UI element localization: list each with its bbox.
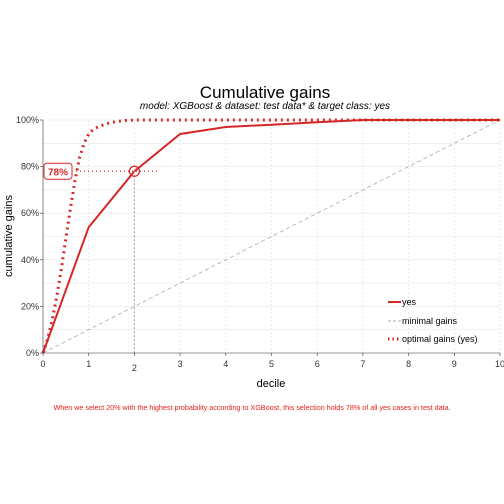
- x-tick-label: 8: [406, 359, 411, 369]
- x-tick-label: 1: [86, 359, 91, 369]
- x-tick-label: 3: [178, 359, 183, 369]
- legend: yes minimal gains optimal gains (yes): [388, 297, 478, 344]
- chart-caption: When we select 20% with the highest prob…: [53, 403, 450, 412]
- x-tick-label: 4: [223, 359, 228, 369]
- y-tick-label: 0%: [26, 348, 39, 358]
- series-minimal-gains-line: [42, 119, 501, 354]
- x-axis-label: decile: [257, 378, 286, 390]
- x-tick-label: 7: [360, 359, 365, 369]
- series-optimal-gains-line: [41, 118, 500, 354]
- series-yes-line: [42, 119, 500, 354]
- chart-subtitle: model: XGBoost & dataset: test data* & t…: [140, 101, 390, 112]
- y-axis-label: cumulative gains: [3, 195, 15, 277]
- highlight-value-label: 78%: [48, 167, 68, 178]
- highlight-point-marker: [128, 165, 140, 177]
- legend-label-minimal: minimal gains: [402, 316, 458, 326]
- x-tick-label: 2: [132, 363, 137, 373]
- x-tick-label: 0: [40, 359, 45, 369]
- grid: [43, 119, 501, 353]
- x-axis-ticks: 0 1 2 3 4 5 6 7 8 9 10: [40, 353, 504, 373]
- y-tick-label: 20%: [21, 301, 39, 311]
- y-tick-label: 80%: [21, 162, 39, 172]
- annotation-layer: 78%: [43, 162, 160, 353]
- x-tick-label: 6: [315, 359, 320, 369]
- highlight-label-box: [43, 162, 73, 180]
- series-layer: [41, 118, 501, 354]
- legend-label-yes: yes: [402, 297, 417, 307]
- y-tick-label: 60%: [21, 208, 39, 218]
- chart-title: Cumulative gains: [200, 83, 330, 102]
- y-tick-label: 40%: [21, 255, 39, 265]
- x-tick-label: 10: [495, 359, 504, 369]
- x-tick-label: 9: [452, 359, 457, 369]
- y-tick-label: 100%: [16, 115, 39, 125]
- legend-label-optimal: optimal gains (yes): [402, 334, 478, 344]
- x-tick-label: 5: [269, 359, 274, 369]
- y-axis-ticks: 0% 20% 40% 60% 80% 100%: [16, 115, 43, 358]
